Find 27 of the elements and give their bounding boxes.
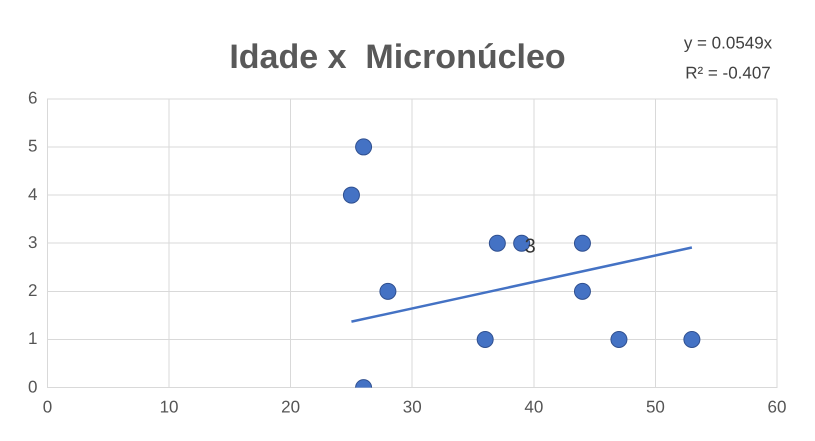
point: [488, 234, 506, 252]
annotation: 3: [524, 236, 536, 258]
x-tick-label: 50: [646, 397, 665, 416]
point: [476, 330, 494, 348]
x-tick-label: 30: [402, 397, 422, 416]
point: [683, 330, 700, 348]
y-tick-label: 3: [28, 232, 38, 252]
point: [574, 282, 591, 300]
point: [355, 138, 372, 156]
y-tick-label: 5: [28, 136, 38, 156]
y-tick-label: 1: [28, 329, 38, 348]
text: R² = -0.407: [685, 64, 771, 83]
x-tick-label: 20: [281, 397, 300, 416]
point: [379, 282, 396, 300]
y-tick-label: 4: [28, 184, 38, 204]
x-tick-label: 60: [768, 397, 786, 416]
point: [342, 186, 360, 204]
y-tick-label: 2: [28, 281, 38, 300]
text: y = 0.0549x: [684, 34, 773, 53]
point: [610, 330, 628, 348]
y-tick-label: 6: [28, 88, 38, 108]
y-tick-label: 0: [28, 377, 38, 396]
x-tick-label: 10: [160, 397, 179, 416]
x-tick-label: 0: [42, 397, 52, 416]
x-tick-label: 40: [524, 397, 544, 416]
chart-title: Idade x Micronúcleo: [229, 38, 566, 76]
point: [574, 234, 591, 252]
